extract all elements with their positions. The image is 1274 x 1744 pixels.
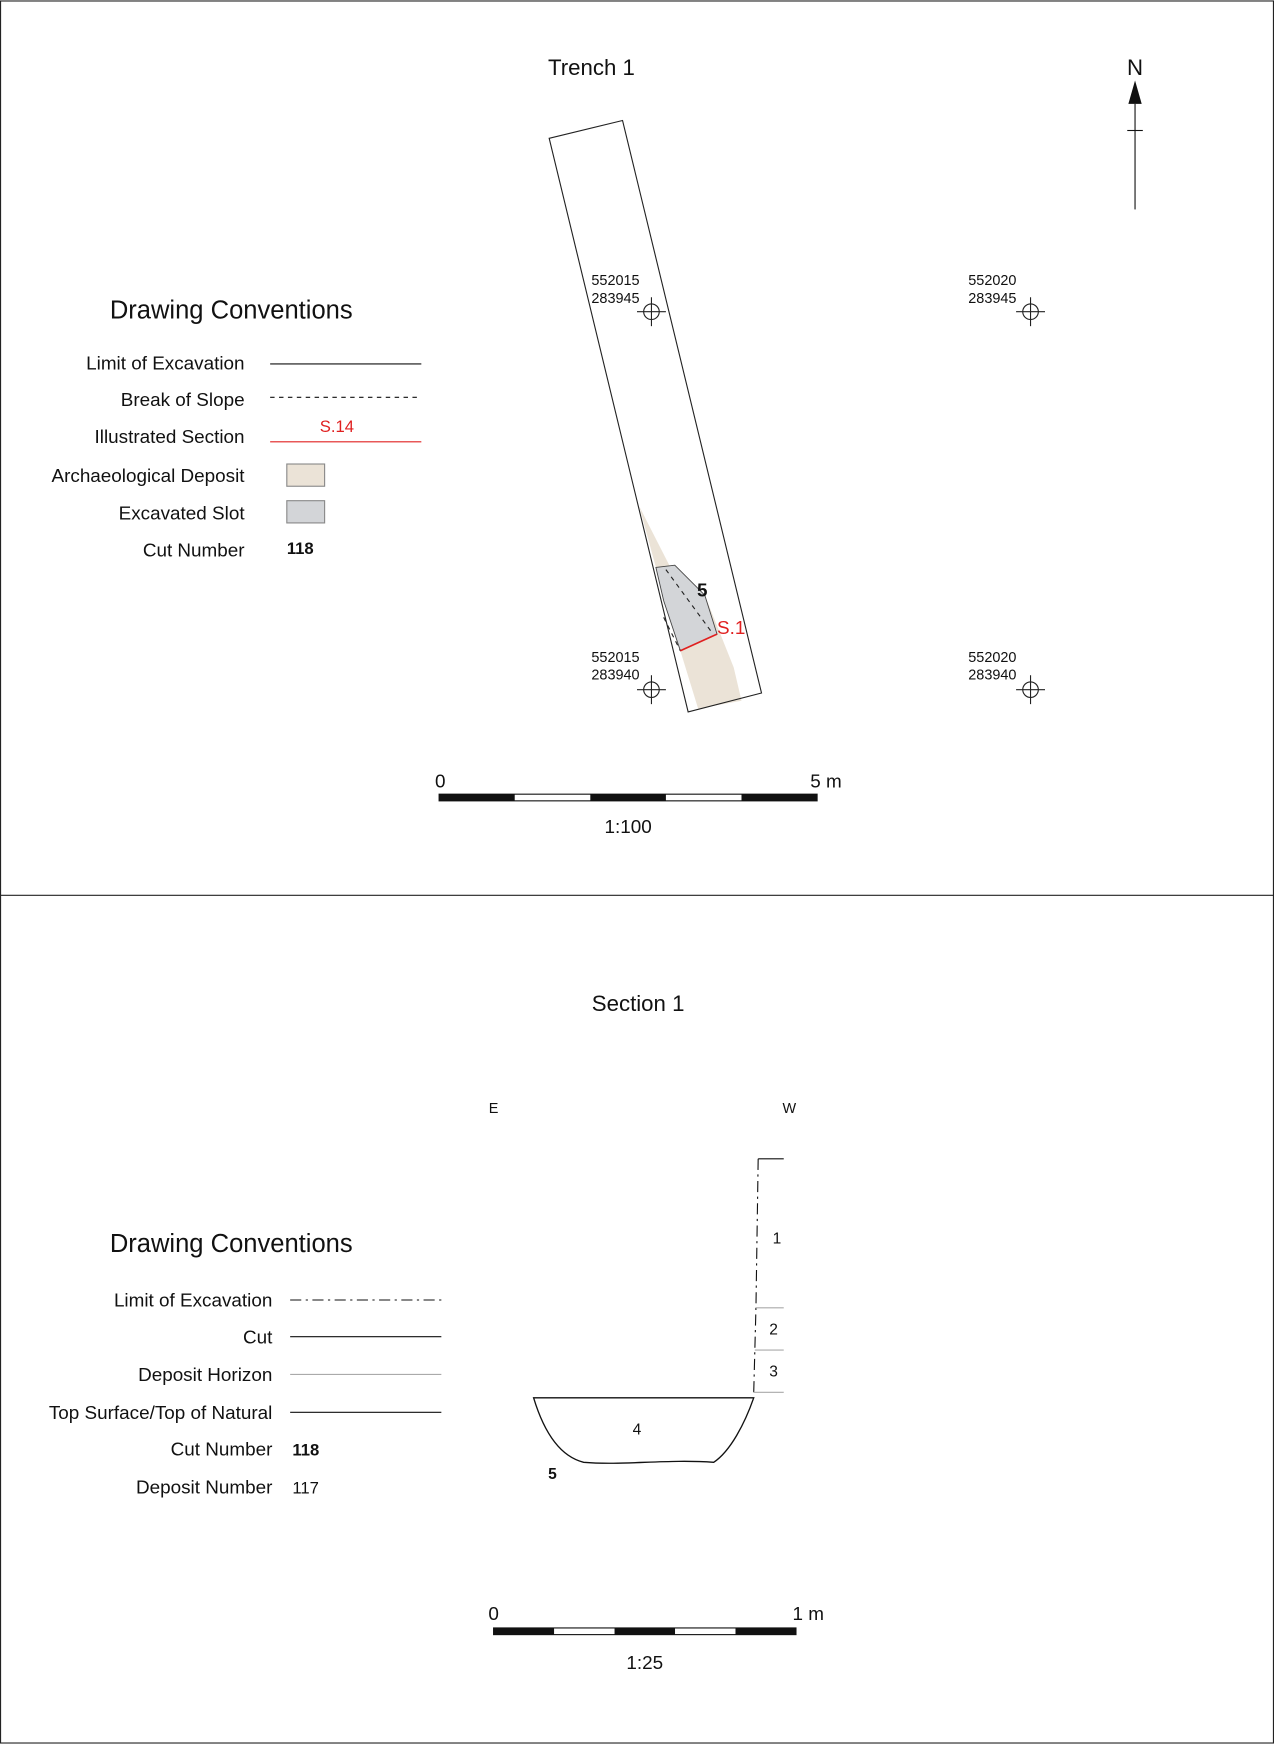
deposit-label: 3 — [769, 1364, 778, 1381]
scale-end: 5 m — [810, 772, 841, 793]
section-title: Section 1 — [592, 991, 685, 1016]
scale-ratio: 1:25 — [626, 1653, 663, 1674]
sample-deposit — [286, 463, 326, 487]
northing: 283945 — [968, 291, 1016, 307]
section-scale: 0 1 m 1:25 — [488, 1604, 824, 1674]
northing: 283945 — [591, 291, 639, 307]
coord-4: 552020 283940 — [968, 650, 1045, 705]
deposit-label: 1 — [773, 1230, 782, 1247]
coord-3: 552015 283940 — [591, 650, 666, 705]
sample-cut: 118 — [287, 539, 314, 558]
north-label: N — [1127, 55, 1143, 80]
sample-section-label: S.14 — [320, 417, 354, 436]
scale-start: 0 — [488, 1604, 499, 1625]
easting: 552015 — [591, 273, 639, 289]
break-of-slope — [663, 617, 681, 652]
legend-item: Illustrated Section — [95, 427, 245, 448]
section-panel: Section 1 E W 1 2 3 4 5 Drawing Conventi… — [49, 991, 824, 1674]
deposit-label: 2 — [769, 1321, 778, 1338]
cut-label: 5 — [548, 1466, 557, 1483]
legend-title: Drawing Conventions — [110, 1230, 353, 1258]
cut-label: 5 — [697, 580, 708, 601]
legend-item: Cut — [243, 1327, 273, 1348]
plan-scale: 0 5 m 1:100 — [435, 772, 842, 839]
legend-item: Top Surface/Top of Natural — [49, 1403, 272, 1424]
plan-panel: Trench 1 N 5 S.1 552015 283945 552020 28… — [52, 55, 1144, 838]
scale-ratio: 1:100 — [604, 817, 651, 838]
easting: 552020 — [968, 273, 1016, 289]
trench-outline — [548, 119, 763, 713]
legend-item: Break of Slope — [121, 390, 245, 411]
scale-end: 1 m — [792, 1604, 823, 1625]
cut-profile — [532, 1397, 755, 1464]
legend-item: Excavated Slot — [119, 504, 246, 525]
east-label: E — [489, 1101, 499, 1117]
section-label: S.1 — [717, 618, 745, 639]
legend-item: Archaeological Deposit — [52, 466, 246, 487]
sample-deposit: 117 — [292, 1478, 319, 1497]
deposit-label: 4 — [633, 1422, 642, 1439]
north-arrow — [1128, 80, 1142, 104]
easting: 552020 — [968, 650, 1016, 666]
west-label: W — [782, 1101, 796, 1117]
legend-title: Drawing Conventions — [110, 296, 353, 324]
legend-item: Limit of Excavation — [114, 1291, 272, 1312]
break-of-slope — [665, 569, 712, 633]
coord-2: 552020 283945 — [968, 273, 1045, 327]
plan-title: Trench 1 — [548, 55, 635, 80]
legend-item: Deposit Number — [136, 1477, 272, 1498]
legend-item: Deposit Horizon — [138, 1365, 272, 1386]
northing: 283940 — [591, 668, 639, 684]
legend-item: Cut Number — [171, 1440, 273, 1461]
limit-of-excavation — [753, 1158, 759, 1393]
legend-item: Cut Number — [143, 540, 245, 561]
section-legend: Drawing Conventions Limit of Excavation … — [49, 1230, 442, 1498]
sample-cut: 118 — [292, 1441, 319, 1460]
easting: 552015 — [591, 650, 639, 666]
plan-legend: Drawing Conventions Limit of Excavation … — [52, 296, 422, 561]
section-line — [680, 633, 718, 652]
northing: 283940 — [968, 668, 1016, 684]
scale-start: 0 — [435, 772, 446, 793]
coord-1: 552015 283945 — [591, 273, 666, 327]
sample-slot — [286, 500, 326, 524]
legend-item: Limit of Excavation — [86, 354, 244, 375]
